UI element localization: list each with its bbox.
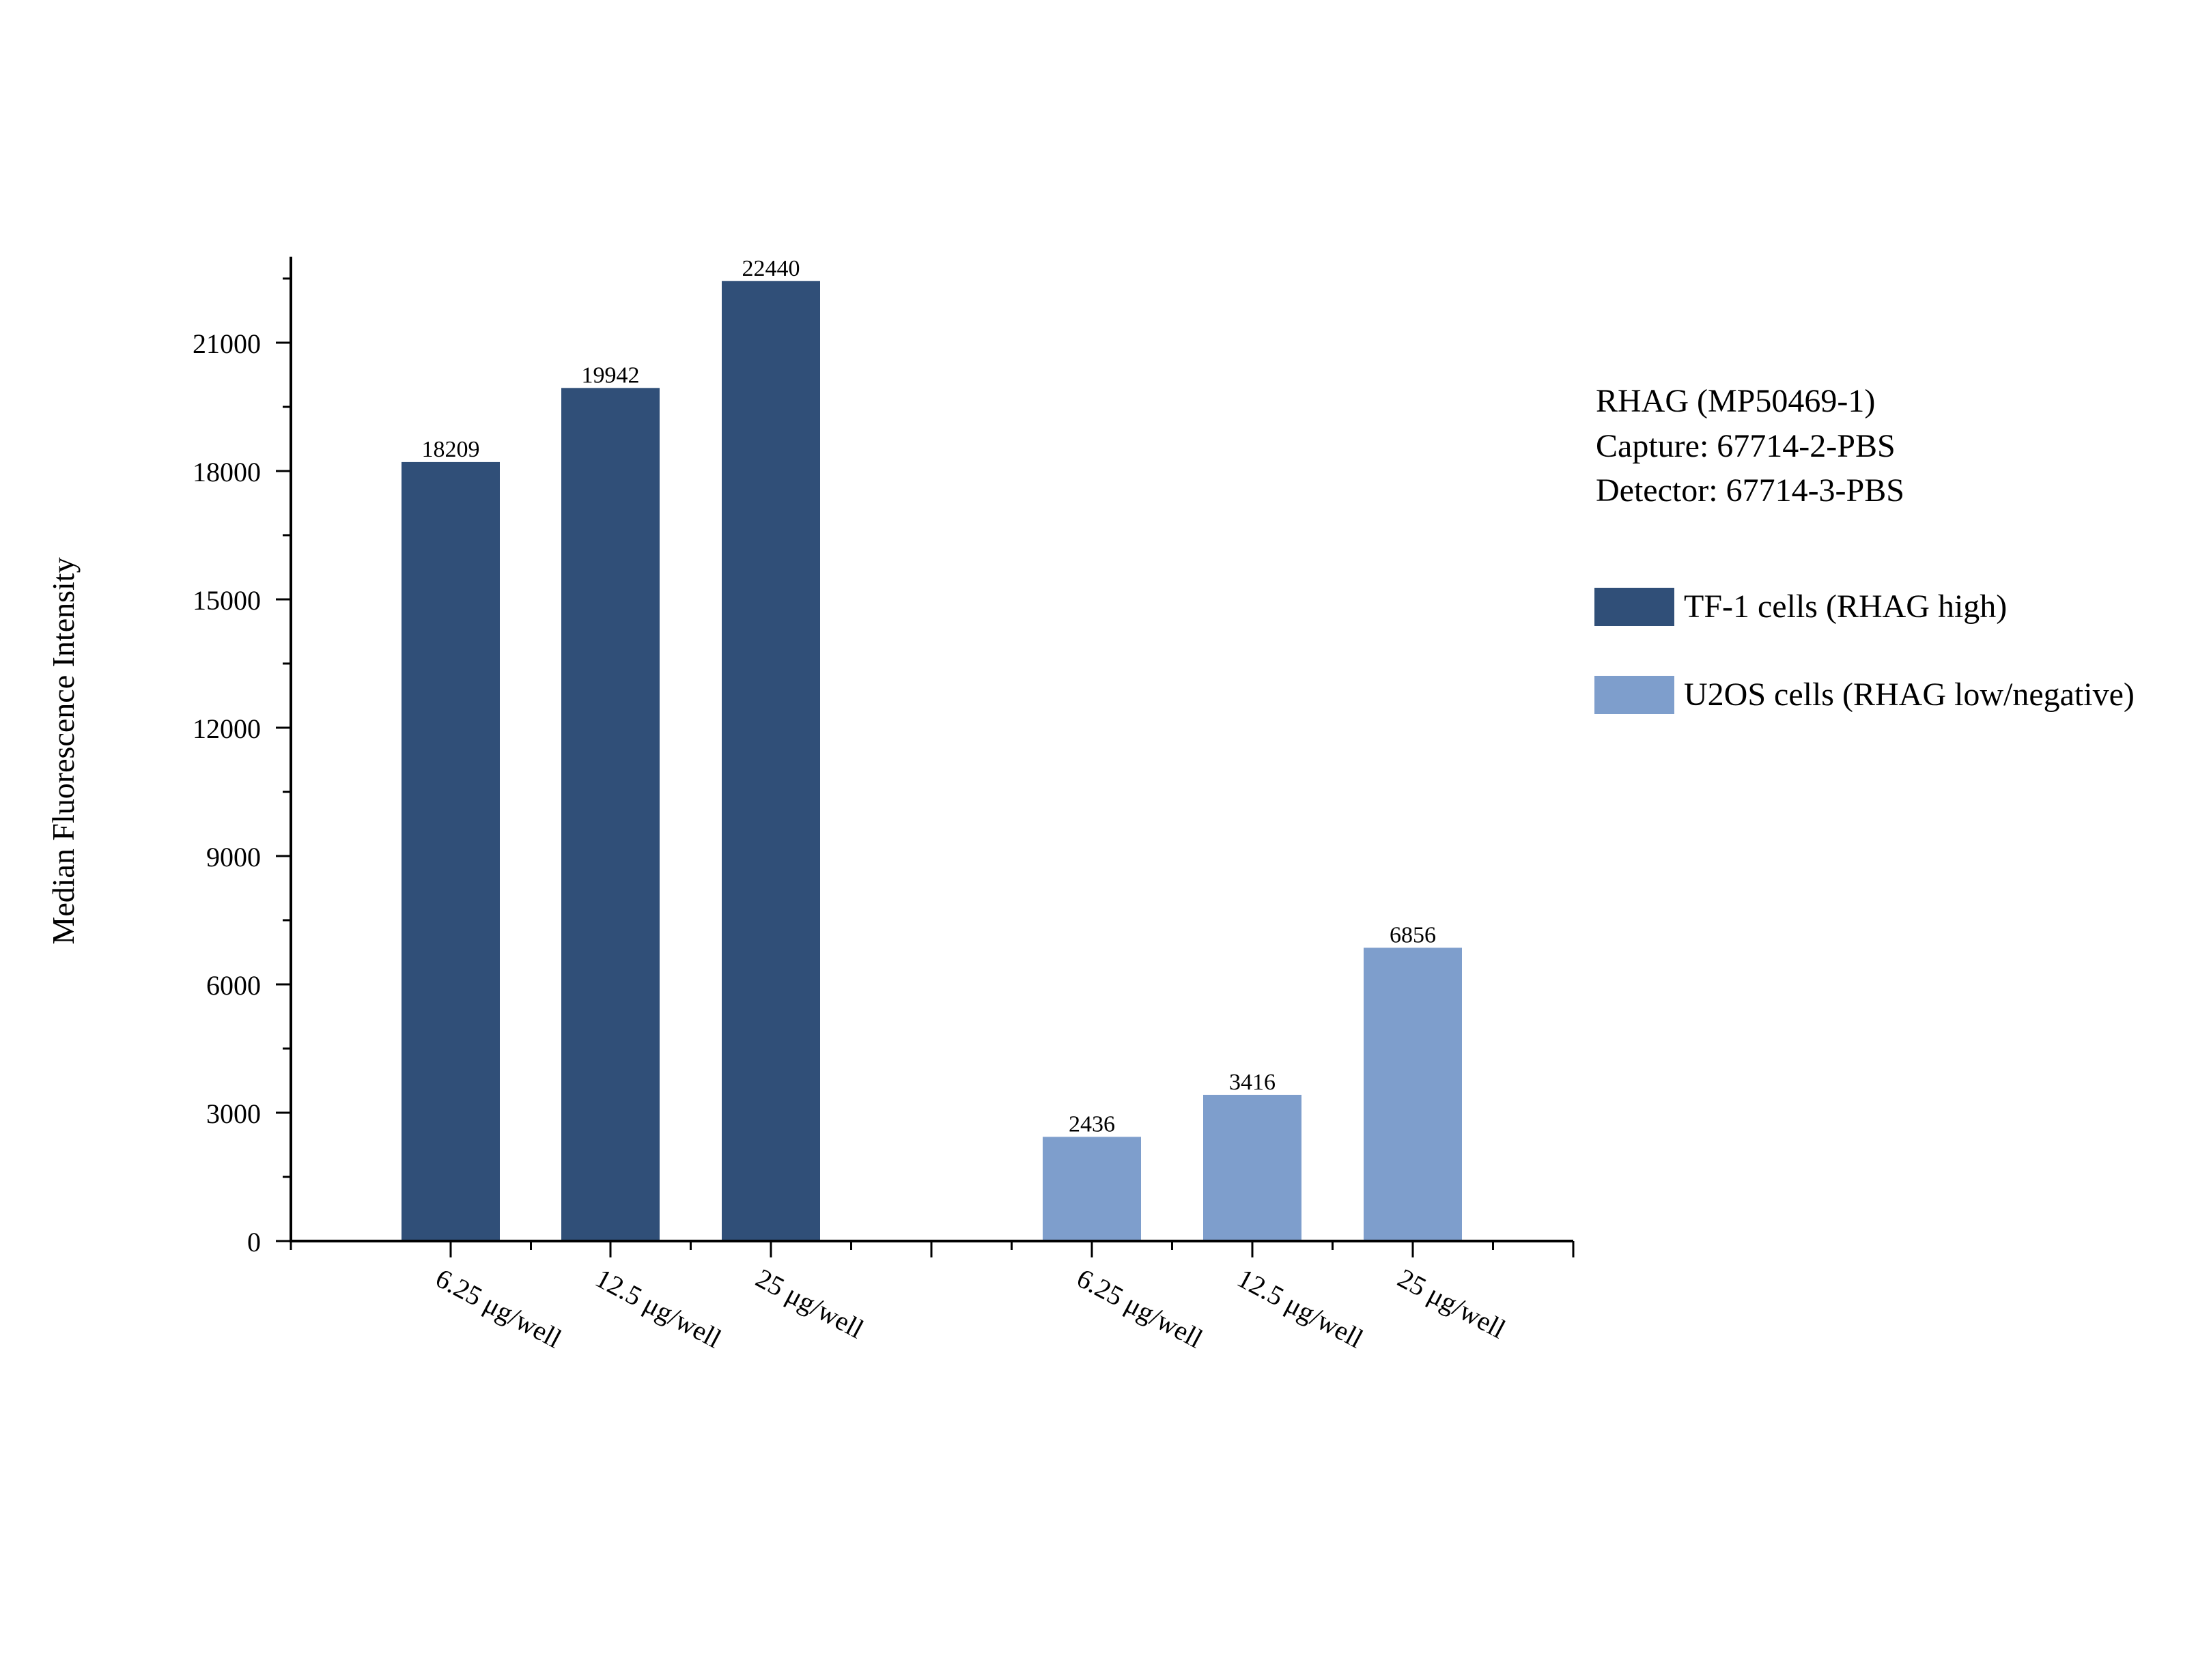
- bar-u2os-1: [1203, 1094, 1301, 1241]
- bar-u2os-0: [1043, 1137, 1141, 1241]
- y-tick-label-0: 0: [247, 1227, 261, 1257]
- legend-swatch-tf1: [1594, 588, 1674, 626]
- data-label-u2os-0: 2436: [1069, 1111, 1115, 1137]
- y-tick-label-12000: 12000: [193, 713, 261, 744]
- bar-tf1-0: [402, 461, 500, 1242]
- data-label-tf1-1: 19942: [582, 362, 640, 388]
- data-label-u2os-2: 6856: [1390, 922, 1436, 948]
- legend-label-tf1: TF-1 cells (RHAG high): [1684, 588, 2007, 625]
- y-tick-label-18000: 18000: [193, 457, 261, 487]
- data-label-tf1-0: 18209: [422, 437, 480, 462]
- bar-tf1-2: [722, 281, 820, 1241]
- y-tick-label-9000: 9000: [206, 842, 261, 872]
- y-tick-label-15000: 15000: [193, 585, 261, 616]
- legend-item-tf1: TF-1 cells (RHAG high): [1594, 588, 2007, 626]
- annotation-line-3: Detector: 67714-3-PBS: [1596, 472, 1904, 509]
- y-axis-label: Median Fluorescence Intensity: [46, 557, 81, 944]
- y-tick-label-6000: 6000: [206, 970, 261, 1001]
- bar-u2os-2: [1364, 948, 1462, 1241]
- legend-item-u2os: U2OS cells (RHAG low/negative): [1594, 676, 2135, 714]
- annotation: RHAG (MP50469-1) Capture: 67714-2-PBS De…: [1596, 383, 1904, 509]
- y-tick-label-3000: 3000: [206, 1098, 261, 1129]
- data-label-tf1-2: 22440: [742, 256, 800, 281]
- legend: TF-1 cells (RHAG high) U2OS cells (RHAG …: [1594, 588, 2135, 714]
- annotation-line-1: RHAG (MP50469-1): [1596, 383, 1875, 419]
- legend-swatch-u2os: [1594, 676, 1674, 714]
- y-tick-label-21000: 21000: [193, 328, 261, 359]
- legend-label-u2os: U2OS cells (RHAG low/negative): [1684, 677, 2135, 713]
- annotation-line-2: Capture: 67714-2-PBS: [1596, 428, 1896, 464]
- bar-tf1-1: [561, 388, 660, 1242]
- data-label-u2os-1: 3416: [1229, 1070, 1276, 1095]
